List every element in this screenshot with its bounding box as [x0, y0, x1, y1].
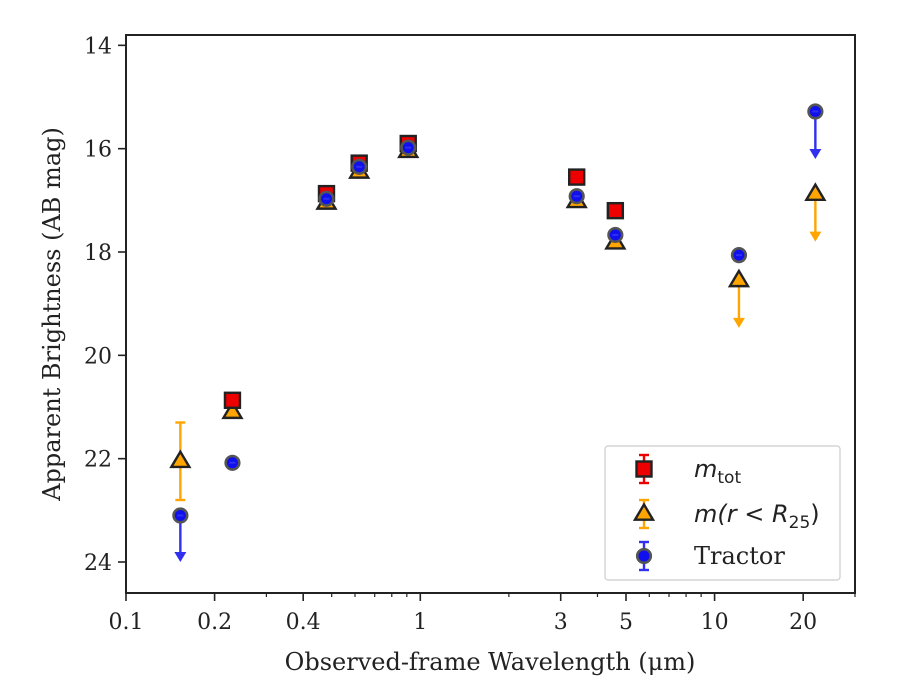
ticks-layer: 0.1 0.2 0.4 1 3 5 10 20 14 16 18 20 22 24: [84, 34, 856, 635]
square-marker: [223, 391, 242, 409]
upper-limit-arrowhead: [809, 231, 822, 242]
square-marker: [635, 460, 653, 478]
y-tick-label: 24: [84, 551, 112, 576]
x-tick-label: 0.4: [286, 610, 321, 635]
x-tick-label: 0.1: [109, 610, 144, 635]
marks-layer: [169, 103, 827, 562]
triangle-marker: [632, 502, 656, 521]
x-tick-label: 5: [619, 610, 633, 635]
upper-limit-arrowhead: [809, 148, 822, 159]
legend-label: m(r < R25): [694, 500, 820, 533]
x-tick-label: 1: [413, 610, 427, 635]
y-tick-label: 14: [84, 34, 112, 59]
circle-marker: [635, 547, 653, 565]
series-square: [223, 134, 625, 409]
square-marker: [606, 201, 625, 220]
series-circle: [172, 103, 824, 562]
x-tick-label: 3: [554, 610, 568, 635]
triangle-marker: [169, 449, 192, 469]
y-tick-label: 16: [84, 138, 112, 163]
upper-limit-arrowhead: [732, 317, 745, 328]
legend: mtot m(r < R25) Tractor: [604, 445, 841, 581]
x-tick-label: 20: [789, 610, 817, 635]
upper-limit-arrowhead: [174, 551, 187, 562]
triangle-marker: [804, 182, 827, 202]
y-tick-label: 20: [84, 344, 112, 369]
x-tick-label: 0.2: [197, 610, 232, 635]
legend-box: [604, 445, 841, 581]
plot-frame: [125, 34, 856, 594]
legend-label: mtot: [694, 455, 741, 488]
triangle-marker: [727, 268, 751, 288]
x-axis-title: Observed-frame Wavelength (μm): [285, 648, 696, 676]
x-tick-label: 10: [701, 610, 729, 635]
y-tick-label: 22: [84, 448, 112, 473]
y-axis-title: Apparent Brightness (AB mag): [38, 127, 66, 502]
triangle-marker: [221, 400, 244, 420]
legend-label: Tractor: [694, 542, 785, 570]
square-marker: [568, 168, 586, 186]
y-tick-label: 18: [84, 241, 112, 266]
